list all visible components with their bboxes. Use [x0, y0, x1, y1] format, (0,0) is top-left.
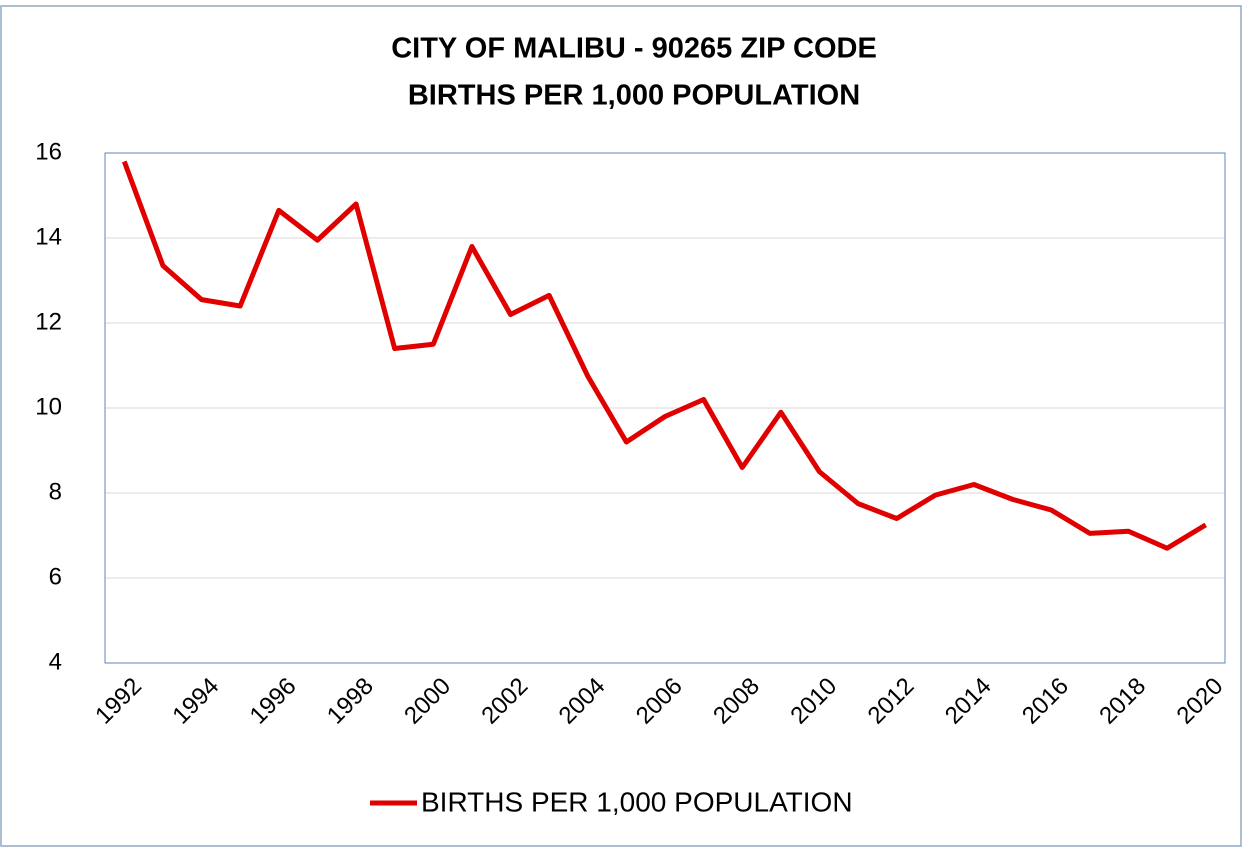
y-tick-label: 16	[35, 138, 62, 165]
y-tick-label: 10	[35, 393, 62, 420]
chart-border	[0, 5, 1242, 847]
y-tick-label: 12	[35, 308, 62, 335]
y-tick-label: 14	[35, 223, 62, 250]
plot-area	[104, 152, 1226, 664]
data-line	[121, 160, 1207, 551]
y-tick-label: 6	[49, 563, 62, 590]
chart-subtitle: BIRTHS PER 1,000 POPULATION	[408, 80, 860, 112]
legend-label: BIRTHS PER 1,000 POPULATION	[421, 786, 853, 817]
y-tick-label: 4	[49, 648, 62, 675]
chart-title: CITY OF MALIBU - 90265 ZIP CODE	[391, 33, 877, 65]
y-tick-label: 8	[49, 478, 62, 505]
